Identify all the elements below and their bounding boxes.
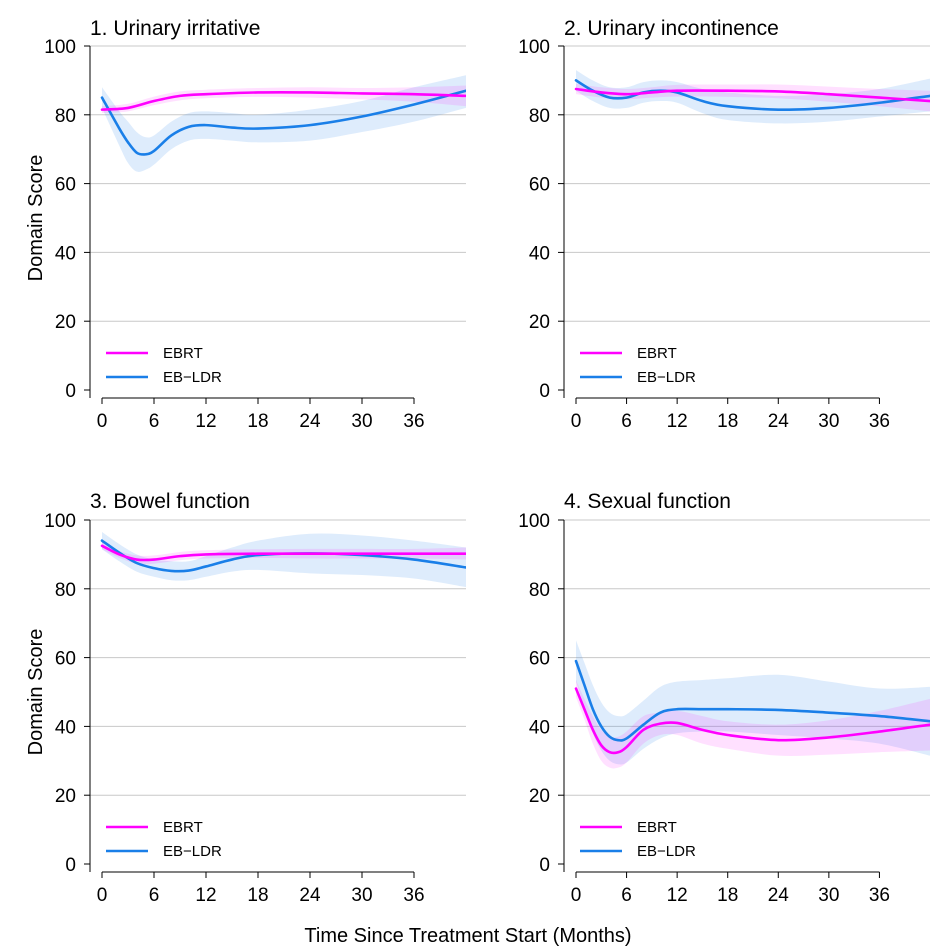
y-tick-label: 40 (529, 243, 550, 264)
y-tick-label: 100 (44, 37, 76, 58)
series-line (100, 539, 466, 573)
x-tick-label: 18 (717, 885, 738, 906)
chart-panel-1: 0 20 40 60 80 100 0 6 12 18 24 30 36 1. Urinary irrit… (25, 17, 466, 432)
panel-title: 4. Sexual function (564, 490, 731, 513)
legend-label: EB−LDR (637, 843, 696, 860)
confidence-band (576, 640, 930, 765)
y-tick-label: 80 (529, 106, 550, 127)
series-line (574, 79, 930, 111)
y-tick-label: 60 (529, 649, 550, 670)
x-tick-label: 12 (667, 411, 688, 432)
x-tick-label: 0 (97, 885, 108, 906)
x-tick-label: 18 (247, 411, 268, 432)
legend-label: EB−LDR (163, 843, 222, 860)
x-tick-label: 30 (818, 885, 839, 906)
x-tick-label: 24 (299, 885, 321, 906)
legend-label: EBRT (637, 819, 677, 836)
y-tick-label: 80 (55, 580, 76, 601)
y-tick-label: 0 (65, 381, 76, 402)
x-tick-label: 30 (818, 411, 839, 432)
x-tick-label: 24 (768, 885, 790, 906)
series-line (574, 87, 930, 103)
panel-title: 3. Bowel function (90, 490, 250, 513)
x-tick-label: 6 (149, 411, 160, 432)
chart-panel-4: 0 20 40 60 80 100 0 6 12 18 24 30 36 4. Sexual functi… (518, 490, 930, 906)
x-tick-label: 18 (717, 411, 738, 432)
legend-label: EBRT (637, 345, 677, 362)
y-tick-label: 100 (518, 37, 550, 58)
y-tick-label: 0 (539, 381, 550, 402)
x-tick-label: 0 (571, 411, 582, 432)
legend-label: EBRT (163, 819, 203, 836)
confidence-band (576, 70, 930, 124)
x-tick-label: 6 (621, 411, 632, 432)
series-line (100, 544, 466, 562)
x-tick-label: 18 (247, 885, 268, 906)
y-tick-label: 0 (65, 855, 76, 876)
y-tick-label: 20 (55, 786, 76, 807)
series-line (574, 659, 930, 742)
y-tick-label: 80 (529, 580, 550, 601)
series-line (100, 90, 466, 111)
confidence-band (576, 679, 930, 769)
legend-label: EBRT (163, 345, 203, 362)
x-tick-label: 30 (351, 885, 372, 906)
y-tick-label: 40 (55, 717, 76, 738)
y-tick-label: 20 (55, 312, 76, 333)
y-tick-label: 20 (529, 786, 550, 807)
series-line (100, 89, 466, 156)
y-tick-label: 60 (55, 649, 76, 670)
series-line (574, 687, 930, 755)
x-tick-label: 12 (195, 411, 216, 432)
confidence-band (102, 75, 466, 172)
x-tick-label: 6 (621, 885, 632, 906)
x-tick-label: 24 (768, 411, 790, 432)
y-tick-label: 40 (55, 243, 76, 264)
x-tick-label: 36 (869, 411, 890, 432)
y-tick-label: 100 (518, 511, 550, 532)
x-tick-label: 24 (299, 411, 321, 432)
x-tick-label: 6 (149, 885, 160, 906)
x-tick-label: 0 (571, 885, 582, 906)
y-tick-label: 100 (44, 511, 76, 532)
legend-label: EB−LDR (637, 369, 696, 386)
x-tick-label: 0 (97, 411, 108, 432)
panel-title: 2. Urinary incontinence (564, 17, 779, 40)
y-tick-label: 80 (55, 106, 76, 127)
x-tick-label: 36 (869, 885, 890, 906)
x-tick-label: 12 (195, 885, 216, 906)
shared-x-axis-title: Time Since Treatment Start (Months) (304, 925, 631, 947)
chart-panel-2: 0 20 40 60 80 100 0 6 12 18 24 30 36 2. Urinary incon… (518, 17, 930, 432)
x-tick-label: 36 (403, 885, 424, 906)
x-tick-label: 36 (403, 411, 424, 432)
y-axis-title: Domain Score (25, 629, 47, 756)
confidence-band (102, 532, 466, 588)
y-axis-title: Domain Score (25, 155, 47, 282)
y-tick-label: 60 (529, 175, 550, 196)
y-tick-label: 60 (55, 175, 76, 196)
legend-label: EB−LDR (163, 369, 222, 386)
x-tick-label: 30 (351, 411, 372, 432)
y-tick-label: 0 (539, 855, 550, 876)
x-tick-label: 12 (667, 885, 688, 906)
y-tick-label: 20 (529, 312, 550, 333)
y-tick-label: 40 (529, 717, 550, 738)
panel-title: 1. Urinary irritative (90, 17, 260, 40)
chart-panel-3: 0 20 40 60 80 100 0 6 12 18 24 30 36 3. Bowel functio… (25, 490, 466, 906)
